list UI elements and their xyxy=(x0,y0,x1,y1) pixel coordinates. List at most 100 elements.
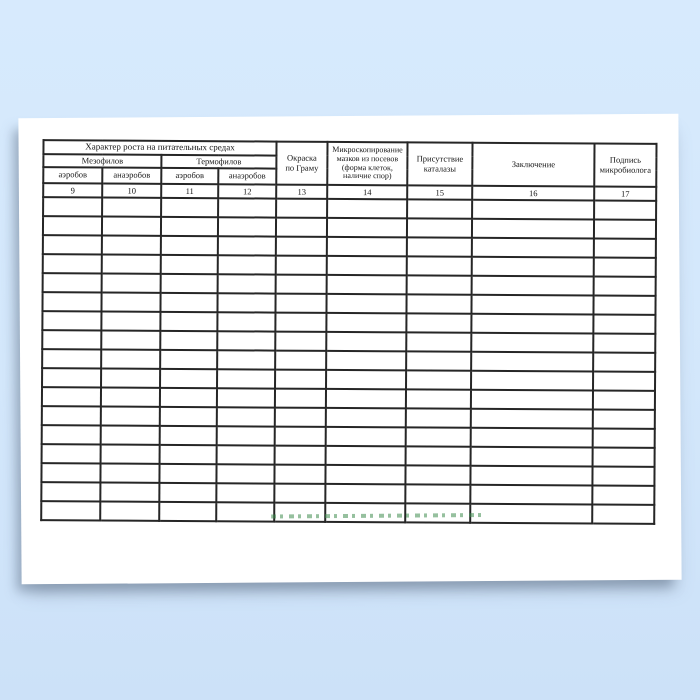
table-cell xyxy=(217,236,276,256)
table-cell xyxy=(327,198,408,219)
table-cell xyxy=(592,485,655,505)
table-cell xyxy=(406,218,473,238)
table-cell xyxy=(41,387,102,407)
table-cell xyxy=(100,425,160,445)
table-cell xyxy=(470,484,593,505)
header-gram-stain: Окраска по Граму xyxy=(276,141,328,185)
table-cell xyxy=(159,463,217,484)
table-cell xyxy=(42,368,102,388)
table-cell xyxy=(326,312,407,333)
table-cell xyxy=(406,313,472,333)
empty-rows-body xyxy=(41,197,657,524)
table-cell xyxy=(406,256,472,276)
table-cell xyxy=(471,237,594,258)
table-cell xyxy=(592,428,655,448)
table-cell xyxy=(405,465,471,485)
table-cell xyxy=(101,235,161,255)
table-cell xyxy=(274,464,326,484)
table-cell xyxy=(326,331,407,352)
table-cell xyxy=(405,427,471,447)
header-catalase: Присутствие каталазы xyxy=(407,142,473,186)
table-cell xyxy=(159,444,217,465)
table-cell xyxy=(159,482,217,503)
table-cell xyxy=(592,447,655,467)
table-cell xyxy=(217,369,276,389)
table-cell xyxy=(325,445,406,466)
column-number: 15 xyxy=(407,185,473,200)
table-cell xyxy=(159,387,218,408)
table-cell xyxy=(42,254,102,274)
lab-journal-table: Характер роста на питательных средах Окр… xyxy=(40,139,657,525)
table-cell xyxy=(160,273,218,294)
table-cell xyxy=(217,312,276,332)
column-number: 10 xyxy=(102,183,162,198)
table-cell xyxy=(160,254,218,275)
table-cell xyxy=(101,311,161,331)
table-cell xyxy=(405,408,471,428)
table-cell xyxy=(42,216,103,236)
table-cell xyxy=(326,350,407,371)
table-cell xyxy=(275,293,327,313)
table-cell xyxy=(275,274,327,294)
table-cell xyxy=(100,444,160,464)
column-number: 9 xyxy=(43,183,103,198)
header-growth-media: Характер роста на питательных средах xyxy=(43,140,277,156)
header-mesophile-anaerobes: анаэробов xyxy=(102,167,162,184)
table-cell xyxy=(592,390,656,410)
table-cell xyxy=(276,198,328,218)
table-cell xyxy=(102,197,162,217)
table-cell xyxy=(100,501,160,521)
table-cell xyxy=(217,274,276,294)
table-cell xyxy=(325,464,406,485)
table-cell xyxy=(325,388,407,409)
table-cell xyxy=(41,501,101,521)
table-cell xyxy=(326,217,408,238)
table-cell xyxy=(42,235,102,255)
table-cell xyxy=(41,463,101,483)
table-cell xyxy=(275,312,327,332)
table-cell xyxy=(101,330,161,350)
table-cell xyxy=(405,446,471,466)
table-cell xyxy=(471,370,594,391)
table-cell xyxy=(274,502,326,522)
table-cell xyxy=(42,330,102,350)
table-cell xyxy=(471,351,594,372)
table-cell xyxy=(593,352,656,372)
table-cell xyxy=(101,292,161,312)
table-cell xyxy=(406,275,472,295)
table-cell xyxy=(160,235,218,256)
table-cell xyxy=(41,444,101,464)
table-cell xyxy=(41,406,101,426)
table-cell xyxy=(100,387,161,407)
table-cell xyxy=(42,273,102,293)
table-cell xyxy=(160,311,218,332)
table-cell xyxy=(216,483,275,503)
table-cell xyxy=(159,501,217,522)
table-cell xyxy=(470,389,594,410)
table-cell xyxy=(100,463,160,483)
table-cell xyxy=(593,333,656,353)
table-cell xyxy=(594,200,657,220)
column-number: 13 xyxy=(276,184,328,199)
header-conclusion: Заключение xyxy=(472,142,595,187)
table-cell xyxy=(218,198,277,218)
table-cell xyxy=(406,332,472,352)
table-cell xyxy=(326,293,407,314)
table-cell xyxy=(159,425,217,446)
table-cell xyxy=(406,294,472,314)
table-cell xyxy=(593,238,656,258)
table-cell xyxy=(160,368,218,389)
table-cell xyxy=(43,197,103,217)
table-cell xyxy=(593,219,657,239)
table-cell xyxy=(160,216,219,237)
table-cell xyxy=(41,425,101,445)
table-cell xyxy=(470,446,593,467)
table-cell xyxy=(405,389,472,409)
table-cell xyxy=(217,217,277,237)
table-cell xyxy=(471,313,594,334)
header-mesophile-aerobes: аэробов xyxy=(43,167,103,184)
table-cell xyxy=(326,274,407,295)
table-cell xyxy=(325,426,406,447)
header-thermophile-aerobes: аэробов xyxy=(161,167,219,185)
